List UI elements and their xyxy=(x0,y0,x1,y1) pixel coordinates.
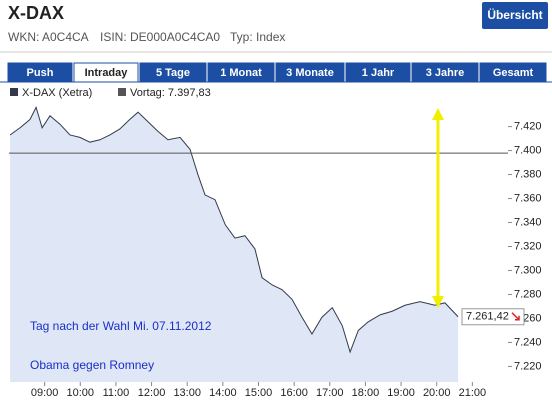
chart: X-DAX (Xetra) Vortag: 7.397,83 7.220 7.240 7… xyxy=(9,87,542,399)
y-tick-label: 7.420 xyxy=(514,120,542,132)
down-arrow xyxy=(511,312,520,321)
info-type: Typ: Index xyxy=(230,30,285,44)
x-tick-label: 16:00 xyxy=(280,387,308,399)
legend-label: Vortag: 7.397,83 xyxy=(130,87,211,99)
tab-label[interactable]: 3 Jahre xyxy=(426,67,465,79)
area xyxy=(10,107,459,383)
tab-label[interactable]: Push xyxy=(27,67,54,79)
y-tick-label: 7.320 xyxy=(514,240,542,252)
line xyxy=(9,106,459,354)
x-tick-label: 10:00 xyxy=(67,387,95,399)
annotation: Tag nach der Wahl Mi. 07.11.2012 xyxy=(30,319,212,333)
info-wkn: WKN: A0C4CA xyxy=(8,30,89,44)
y-tick-label: 7.400 xyxy=(514,144,542,156)
info-isin: ISIN: DE000A0C4CA0 xyxy=(100,30,220,44)
y-tick-label: 7.280 xyxy=(514,288,542,300)
last-value-label: 7.261,42 xyxy=(466,311,509,323)
last-value-box xyxy=(461,308,525,326)
y-tick-label: 7.360 xyxy=(514,192,542,204)
x-tick-label: 11:00 xyxy=(103,387,130,399)
x-tick-label: 19:00 xyxy=(387,387,415,399)
y-tick-label: 7.300 xyxy=(514,264,542,276)
x-tick-label: 21:00 xyxy=(459,387,487,399)
tab-label[interactable]: 5 Tage xyxy=(156,67,190,79)
x-tick-label: 20:00 xyxy=(423,387,451,399)
y-tick-label: 7.240 xyxy=(514,336,542,348)
overview-button-label[interactable]: Übersicht xyxy=(487,7,542,22)
x-tick-label: 12:00 xyxy=(138,387,166,399)
range-arrow-head xyxy=(432,296,444,308)
x-tick-label: 14:00 xyxy=(209,387,237,399)
tab-label[interactable]: 1 Jahr xyxy=(362,67,395,79)
tab-label[interactable]: Gesamt xyxy=(493,67,534,79)
tab-label[interactable]: 3 Monate xyxy=(286,67,334,79)
overview-button[interactable] xyxy=(482,2,548,29)
legend-label: X-DAX (Xetra) xyxy=(22,87,92,99)
x-tick-label: 09:00 xyxy=(31,387,59,399)
tab-bar: Push Intraday 5 Tage 1 Monat 3 Monate 1 Jahr 3… xyxy=(7,62,547,83)
y-tick-label: 7.220 xyxy=(514,360,542,372)
x-tick-label: 15:00 xyxy=(245,387,273,399)
tab-label[interactable]: 1 Monat xyxy=(220,67,262,79)
x-tick-label: 18:00 xyxy=(352,387,380,399)
title: X-DAX xyxy=(8,3,64,23)
x-tick-label: 17:00 xyxy=(316,387,344,399)
annotation: Obama gegen Romney xyxy=(30,358,154,372)
tab-label[interactable]: Intraday xyxy=(85,67,129,79)
legend-swatch xyxy=(10,88,18,96)
legend-swatch xyxy=(118,88,126,96)
y-tick-label: 7.340 xyxy=(514,216,542,228)
y-tick-label: 7.380 xyxy=(514,168,542,180)
range-arrow-head xyxy=(432,108,444,120)
x-tick-label: 13:00 xyxy=(173,387,201,399)
